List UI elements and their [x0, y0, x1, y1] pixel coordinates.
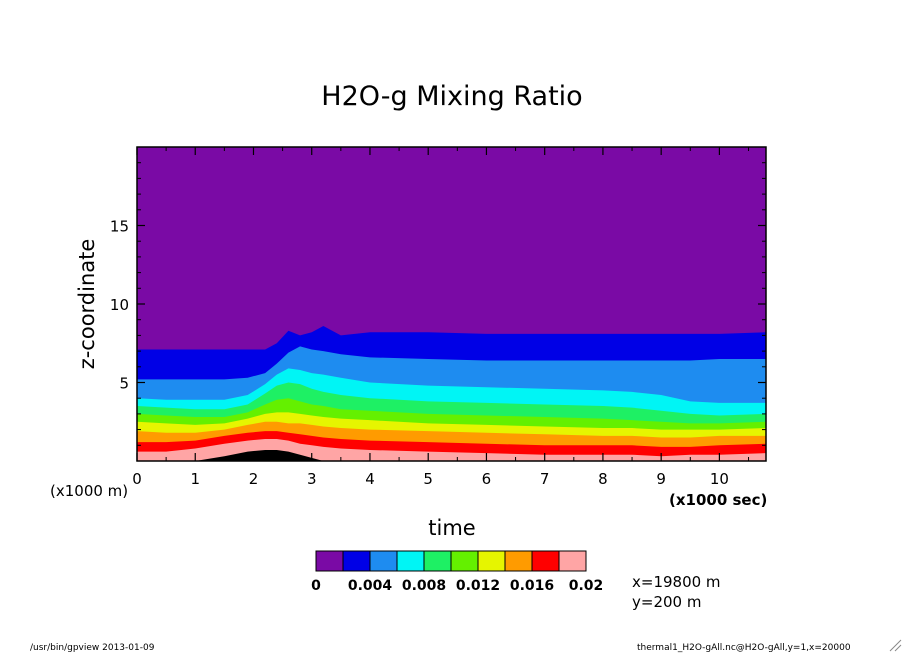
- colorbar-swatch: [369, 550, 398, 572]
- section-info-x: x=19800 m: [632, 573, 721, 591]
- colorbar-swatch: [423, 550, 452, 572]
- x-tick-label: 6: [482, 470, 492, 488]
- colorbar-tick-label: 0.016: [510, 578, 554, 594]
- colorbar-swatch: [450, 550, 479, 572]
- y-axis-label: z-coordinate: [75, 239, 99, 370]
- colorbar-tick-label: 0.008: [402, 578, 446, 594]
- footer-program: /usr/bin/gpview 2013-01-09: [30, 643, 155, 653]
- colorbar-swatch: [531, 550, 560, 572]
- x-axis-unit: (x1000 sec): [669, 491, 767, 509]
- colorbar-swatch: [396, 550, 425, 572]
- colorbar-tick-label: 0.004: [348, 578, 393, 594]
- x-tick-label: 3: [307, 470, 317, 488]
- resize-grip-icon[interactable]: [888, 638, 902, 652]
- band-level-10: [137, 450, 766, 461]
- y-axis: 5 10 15: [110, 162, 766, 446]
- colorbar-tick-label: 0: [311, 578, 321, 594]
- chart-title: H2O-g Mixing Ratio: [321, 81, 582, 112]
- colorbar-swatch: [504, 550, 533, 572]
- x-tick-label: 8: [598, 470, 608, 488]
- x-tick-label: 0: [132, 470, 142, 488]
- colorbar-swatch: [315, 550, 344, 572]
- colorbar-swatch: [477, 550, 506, 572]
- colorbar: [315, 550, 587, 572]
- colorbar-swatch: [342, 550, 371, 572]
- y-axis-unit: (x1000 m): [50, 482, 128, 500]
- section-info-y: y=200 m: [632, 593, 701, 611]
- footer-source: thermal1_H2O-gAll.nc@H2O-gAll,y=1,x=2000…: [637, 643, 851, 653]
- x-tick-label: 1: [190, 470, 200, 488]
- y-tick-label: 10: [110, 296, 129, 314]
- contour-field: [137, 147, 766, 461]
- x-axis: 0 1 2 3 4 5 6 7 8 9 10: [132, 147, 750, 488]
- x-tick-label: 9: [656, 470, 666, 488]
- x-tick-label: 5: [423, 470, 433, 488]
- x-tick-label: 7: [540, 470, 550, 488]
- x-axis-label: time: [428, 516, 475, 540]
- y-tick-label: 5: [119, 375, 129, 393]
- x-tick-label: 2: [249, 470, 259, 488]
- colorbar-labels: 0 0.004 0.008 0.012 0.016 0.02: [311, 578, 603, 594]
- y-tick-label: 15: [110, 218, 129, 236]
- colorbar-tick-label: 0.02: [569, 578, 604, 594]
- x-tick-label: 4: [365, 470, 375, 488]
- colorbar-tick-label: 0.012: [456, 578, 500, 594]
- x-tick-label: 10: [710, 470, 729, 488]
- colorbar-swatch: [558, 550, 587, 572]
